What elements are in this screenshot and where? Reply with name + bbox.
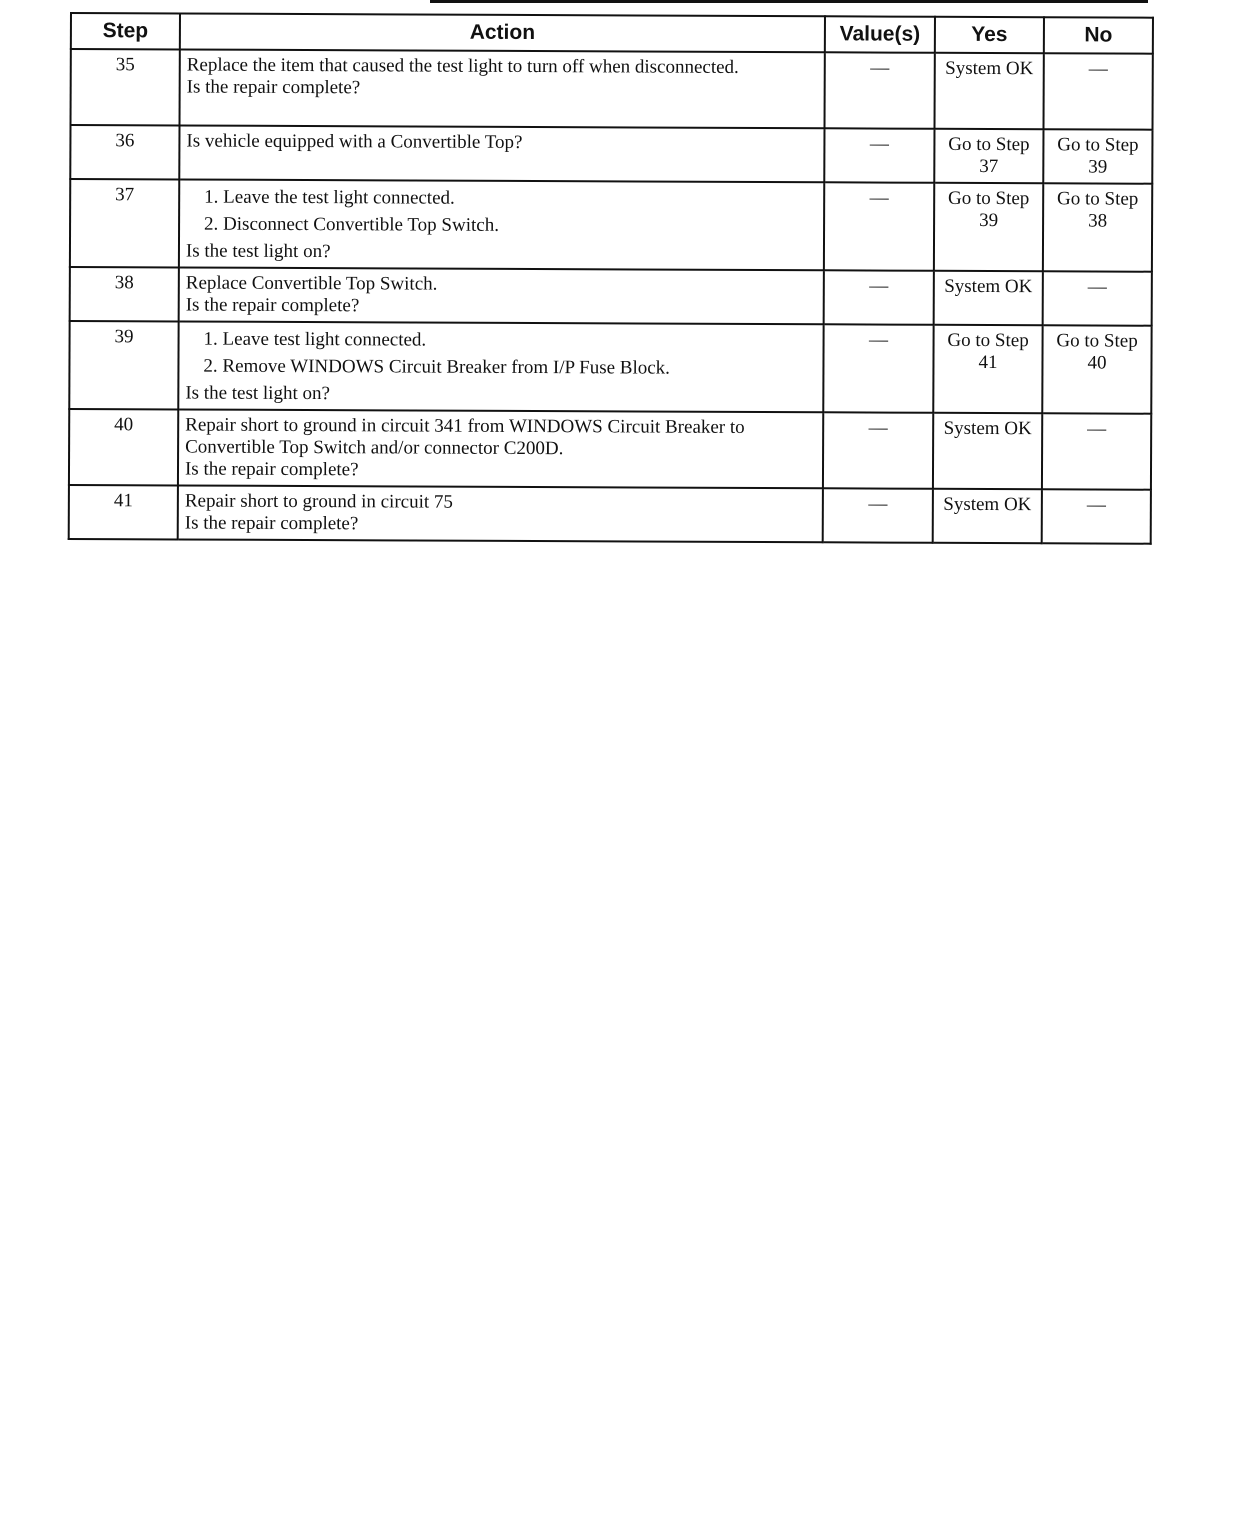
action-line: Repair short to ground in circuit 75 bbox=[184, 490, 453, 513]
table-row: 38 Replace Convertible Top Switch. Is the … bbox=[69, 267, 1152, 326]
value-cell: — bbox=[823, 182, 935, 271]
yes-cell: System OK bbox=[934, 52, 1044, 130]
yes-cell: System OK bbox=[932, 488, 1042, 544]
step-cell: 36 bbox=[70, 125, 180, 180]
no-cell: — bbox=[1042, 271, 1152, 326]
yes-cell: Go to Step 41 bbox=[933, 324, 1043, 414]
action-line: Is vehicle equipped with a Convertible T… bbox=[186, 130, 523, 153]
value-cell: — bbox=[823, 324, 934, 413]
header-no: No bbox=[1043, 17, 1153, 54]
value-cell: — bbox=[823, 270, 934, 325]
yes-cell: Go to Step 39 bbox=[933, 182, 1044, 272]
action-cell: Is vehicle equipped with a Convertible T… bbox=[179, 125, 825, 183]
table-row: 40 Repair short to ground in circuit 341 … bbox=[68, 409, 1152, 490]
no-cell: — bbox=[1041, 413, 1152, 490]
table-row: 39 1. Leave test light connected. 2. Remov… bbox=[69, 321, 1152, 414]
value-cell: — bbox=[824, 128, 935, 183]
action-cell: Repair short to ground in circuit 75 Is t… bbox=[177, 485, 823, 543]
no-cell: Go to Step 39 bbox=[1043, 129, 1153, 184]
top-rule bbox=[430, 0, 1148, 3]
action-cell: 1. Leave the test light connected. 2. Dis… bbox=[178, 179, 825, 271]
action-line: Is the repair complete? bbox=[184, 512, 359, 535]
action-line: Is the repair complete? bbox=[186, 76, 361, 99]
action-line: Is the test light on? bbox=[185, 382, 330, 405]
action-cell: Repair short to ground in circuit 341 fr… bbox=[177, 409, 824, 489]
step-cell: 41 bbox=[68, 484, 178, 540]
action-substep: 2. Disconnect Convertible Top Switch. bbox=[204, 213, 500, 236]
no-cell: Go to Step 40 bbox=[1042, 325, 1152, 414]
header-row: Step Action Value(s) Yes No bbox=[70, 13, 1153, 54]
header-yes: Yes bbox=[934, 16, 1044, 54]
step-cell: 35 bbox=[70, 49, 180, 126]
action-line: Replace Convertible Top Switch. bbox=[185, 272, 438, 295]
value-cell: — bbox=[822, 488, 933, 543]
no-cell: — bbox=[1043, 53, 1153, 130]
action-substep: 2. Remove WINDOWS Circuit Breaker from I… bbox=[203, 355, 670, 379]
table-row: 41 Repair short to ground in circuit 75 Is… bbox=[68, 484, 1151, 544]
diagnostic-table: Step Action Value(s) Yes No 35 Replace th… bbox=[68, 12, 1154, 545]
header-step: Step bbox=[70, 13, 180, 50]
value-cell: — bbox=[824, 52, 935, 129]
step-cell: 37 bbox=[69, 179, 180, 268]
header-values: Value(s) bbox=[824, 16, 935, 53]
action-line: Is the test light on? bbox=[185, 240, 331, 263]
action-cell: Replace Convertible Top Switch. Is the re… bbox=[178, 267, 824, 325]
table-row: 37 1. Leave the test light connected. 2. D… bbox=[69, 179, 1153, 272]
yes-cell: System OK bbox=[932, 412, 1043, 490]
action-line: Is the repair complete? bbox=[184, 458, 359, 481]
action-cell: 1. Leave test light connected. 2. Remove … bbox=[178, 321, 824, 413]
action-cell: Replace the item that caused the test li… bbox=[179, 49, 825, 129]
step-cell: 38 bbox=[69, 267, 179, 322]
no-cell: — bbox=[1041, 489, 1151, 544]
yes-cell: Go to Step 37 bbox=[934, 128, 1044, 184]
step-cell: 39 bbox=[69, 321, 179, 410]
table-row: 36 Is vehicle equipped with a Convertible… bbox=[70, 125, 1153, 184]
action-line: Replace the item that caused the test li… bbox=[186, 54, 739, 78]
table-row: 35 Replace the item that caused the test … bbox=[70, 49, 1153, 130]
action-substep: 1. Leave the test light connected. bbox=[204, 186, 455, 209]
step-cell: 40 bbox=[68, 409, 179, 486]
action-line: Repair short to ground in circuit 341 fr… bbox=[185, 414, 745, 460]
yes-cell: System OK bbox=[933, 270, 1043, 326]
action-line: Is the repair complete? bbox=[185, 294, 360, 317]
value-cell: — bbox=[822, 412, 934, 489]
action-substep: 1. Leave test light connected. bbox=[203, 328, 427, 351]
no-cell: Go to Step 38 bbox=[1042, 183, 1153, 272]
header-action: Action bbox=[179, 13, 825, 53]
